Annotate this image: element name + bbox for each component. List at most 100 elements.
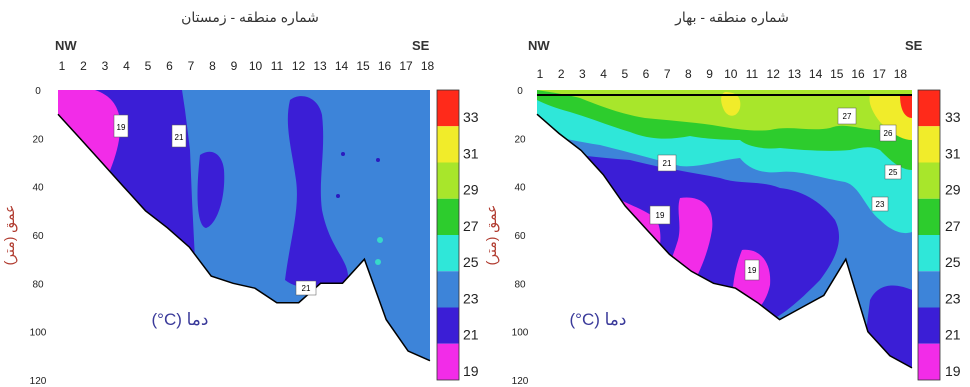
- svg-text:26: 26: [884, 129, 893, 138]
- svg-text:19: 19: [117, 123, 126, 132]
- left-x-tick: 4: [123, 59, 130, 73]
- left-colorbar-swatch: [437, 307, 459, 344]
- right-colorbar-tick: 29: [945, 182, 961, 198]
- right-colorbar-frame: [917, 89, 941, 381]
- right-colorbar-swatch: [918, 307, 940, 344]
- left-isotherm-label: 21: [295, 280, 317, 296]
- right-isotherm-label: 19: [649, 205, 671, 225]
- left-colorbar-swatch: [437, 162, 459, 199]
- right-x-tick: 4: [600, 67, 607, 81]
- left-colorbar-tick: 25: [463, 254, 479, 270]
- right-colorbar-swatch: [918, 198, 940, 235]
- svg-text:27: 27: [843, 112, 852, 121]
- left-unit-label: (°C) دما: [152, 310, 209, 329]
- left-y-tick: 80: [32, 279, 44, 290]
- left-dot: [341, 152, 345, 156]
- left-seabed-mask: [58, 114, 430, 380]
- right-zone-33: [900, 95, 912, 118]
- left-x-tick: 9: [231, 59, 238, 73]
- right-isotherm-label: 25: [884, 164, 902, 180]
- right-x-tick: 9: [706, 67, 713, 81]
- left-x-tick: 11: [271, 59, 284, 73]
- left-colorbar-tick: 29: [463, 182, 479, 198]
- left-colorbar: 33 31 29 27 25 23 21 19: [436, 89, 479, 381]
- left-x-tick: 6: [166, 59, 173, 73]
- right-x-tick: 11: [746, 67, 759, 81]
- right-seabed-mask: [537, 114, 912, 380]
- right-x-tick: 18: [894, 67, 908, 81]
- right-panel: شماره منطقه - بهار NW SE 1 2 3 4 5 6 7 8 9 10 11 12…: [483, 9, 961, 387]
- right-x-tick: 6: [643, 67, 650, 81]
- right-y-tick: 40: [514, 183, 526, 194]
- left-y-tick: 100: [30, 328, 47, 339]
- right-title: شماره منطقه - بهار: [674, 9, 789, 26]
- right-colorbar-tick: 27: [945, 218, 961, 234]
- left-x-tick: 10: [249, 59, 263, 73]
- right-colorbar-swatch: [918, 235, 940, 272]
- left-x-tick: 14: [335, 59, 349, 73]
- left-x-tick: 1: [59, 59, 66, 73]
- right-colorbar-swatch: [918, 90, 940, 127]
- right-colorbar-tick: 31: [945, 145, 961, 161]
- left-colorbar-swatch: [437, 90, 459, 127]
- left-y-tick: 120: [30, 376, 47, 387]
- right-colorbar-swatch: [918, 343, 940, 380]
- left-y-tick: 20: [32, 134, 44, 145]
- left-colorbar-tick: 21: [463, 327, 479, 343]
- right-dir-nw: NW: [528, 38, 550, 53]
- left-colorbar-ticks: 33 31 29 27 25 23 21 19: [463, 109, 479, 379]
- right-colorbar-tick: 21: [945, 327, 961, 343]
- right-x-tick: 14: [809, 67, 823, 81]
- right-colorbar-tick: 23: [945, 290, 961, 306]
- svg-text:21: 21: [175, 133, 184, 142]
- left-ylabel: عمق (متر): [1, 205, 18, 266]
- right-x-tick: 1: [537, 67, 544, 81]
- svg-text:23: 23: [876, 200, 885, 209]
- left-x-tick: 17: [399, 59, 413, 73]
- left-colorbar-swatch: [437, 126, 459, 163]
- left-zone-21-pocket: [197, 151, 225, 228]
- left-colorbar-frame: [436, 89, 460, 381]
- right-x-tick: 12: [767, 67, 781, 81]
- svg-text:21: 21: [302, 284, 311, 293]
- right-isotherm-label: 23: [871, 196, 889, 212]
- right-zone-31: [721, 92, 741, 116]
- left-colorbar-swatches: [436, 89, 460, 381]
- right-isotherm-label: 26: [879, 124, 897, 142]
- svg-text:21: 21: [663, 159, 672, 168]
- left-colorbar-tick: 23: [463, 290, 479, 306]
- left-dot: [376, 158, 380, 162]
- svg-text:19: 19: [656, 211, 665, 220]
- right-x-tick: 7: [664, 67, 671, 81]
- right-colorbar-ticks: 33 31 29 27 25 23 21 19: [945, 109, 961, 379]
- left-colorbar-tick: 31: [463, 145, 479, 161]
- left-dot: [375, 259, 381, 265]
- svg-text:19: 19: [748, 266, 757, 275]
- right-x-tick: 10: [724, 67, 738, 81]
- right-x-tick: 15: [830, 67, 844, 81]
- left-y-tick: 60: [32, 231, 44, 242]
- left-isotherm-label: 21: [171, 124, 187, 148]
- left-dir-se: SE: [412, 38, 430, 53]
- left-title: شماره منطقه - زمستان: [181, 9, 319, 26]
- left-isotherm-label: 19: [113, 114, 129, 138]
- right-colorbar: 33 31 29 27 25 23 21 19: [917, 89, 961, 381]
- right-y-tick: 120: [512, 376, 529, 387]
- right-isotherm-label: 19: [744, 259, 760, 281]
- right-colorbar-tick: 33: [945, 109, 961, 125]
- left-y-tick: 40: [32, 183, 44, 194]
- right-x-tick: 3: [579, 67, 586, 81]
- left-x-ticks: 1 2 3 4 5 6 7 8 9 10 11 12 13 14 15 16 17 18: [59, 59, 435, 73]
- left-x-tick: 2: [80, 59, 87, 73]
- right-dir-se: SE: [905, 38, 923, 53]
- left-colorbar-swatch: [437, 271, 459, 308]
- right-isotherm-label: 27: [837, 107, 857, 125]
- right-colorbar-tick: 19: [945, 363, 961, 379]
- left-zone-21-east: [285, 96, 349, 289]
- left-y-tick: 0: [35, 86, 41, 97]
- left-y-ticks: 0 20 40 60 80 100 120: [30, 86, 47, 387]
- left-x-tick: 7: [188, 59, 195, 73]
- right-unit-label: (°C) دما: [570, 310, 627, 329]
- left-plot: [58, 90, 430, 380]
- right-x-ticks: 1 2 3 4 5 6 7 8 9 10 11 12 13 14 15 16 17 18: [537, 67, 908, 81]
